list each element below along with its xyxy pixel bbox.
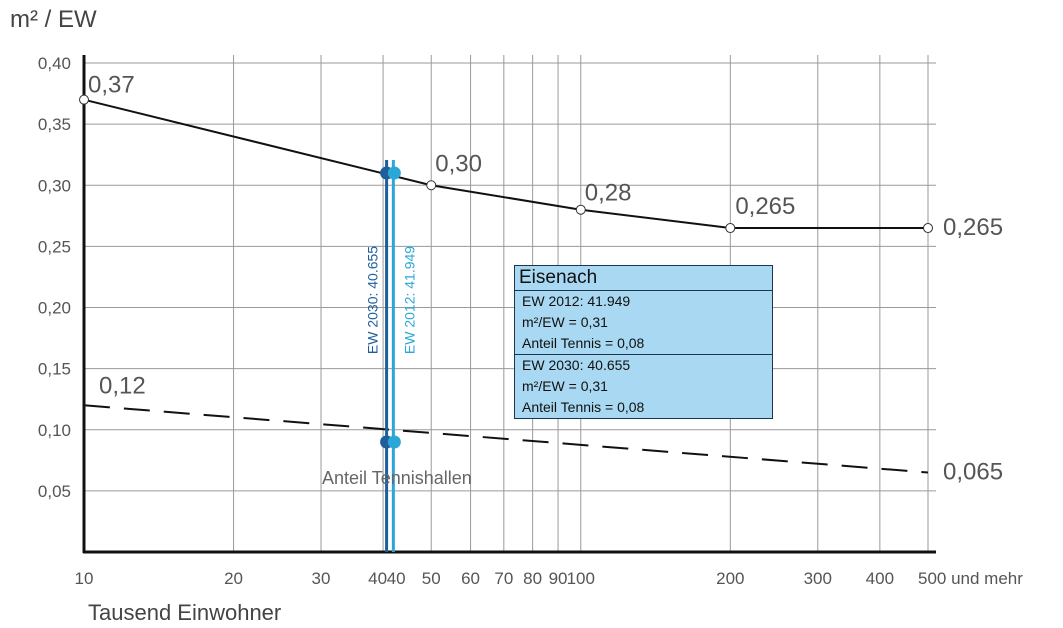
point-value-label: 0,37 — [88, 72, 135, 99]
info-box-title: Eisenach — [515, 266, 772, 291]
y-tick-label: 0,35 — [38, 115, 71, 134]
x-tick-label: 300 — [804, 569, 832, 588]
point-value-label: 0,065 — [943, 459, 1003, 486]
x-tick-label: 40 — [368, 569, 387, 588]
series-label: Anteil Tennishallen — [322, 468, 472, 488]
point-value-label: 0,265 — [735, 193, 795, 220]
info-box: Eisenach EW 2012: 41.949 m²/EW = 0,31 An… — [514, 265, 773, 419]
info-row: m²/EW = 0,31 — [522, 314, 608, 330]
x-tick-label: 80 — [523, 569, 542, 588]
y-axis-title: m² / EW — [10, 6, 97, 33]
point-value-label: 0,265 — [943, 214, 1003, 241]
x-tick-label: 200 — [716, 569, 744, 588]
x-tick-label: 40 — [387, 569, 406, 588]
data-point — [923, 223, 933, 234]
x-tick-label: 100 — [567, 569, 595, 588]
data-point — [725, 223, 736, 234]
data-point — [79, 94, 89, 105]
y-tick-label: 0,05 — [38, 482, 71, 501]
y-tick-label: 0,25 — [38, 237, 71, 256]
x-tick-label: 400 — [866, 569, 894, 588]
tennis-share-line — [83, 404, 929, 474]
marker-label: EW 2012: 41.949 — [401, 246, 417, 354]
data-point — [426, 180, 437, 191]
y-tick-label: 0,20 — [38, 299, 71, 318]
x-tick-label: 30 — [312, 569, 331, 588]
info-row: EW 2030: 40.655 — [522, 357, 631, 373]
marker-point — [387, 166, 401, 180]
point-value-label: 0,28 — [585, 180, 632, 207]
x-tick-label: 10 — [75, 569, 94, 588]
info-row: Anteil Tennis = 0,08 — [522, 335, 645, 351]
point-value-label: 0,30 — [435, 150, 482, 177]
x-tick-label: 70 — [494, 569, 513, 588]
x-tick-label: 500 und mehr — [918, 569, 1023, 588]
y-tick-label: 0,10 — [38, 421, 71, 440]
info-section-2030: EW 2030: 40.655 m²/EW = 0,31 Anteil Tenn… — [515, 355, 772, 418]
x-tick-label: 20 — [224, 569, 243, 588]
y-tick-label: 0,15 — [38, 360, 71, 379]
marker-label: EW 2030: 40.655 — [365, 246, 381, 354]
info-row: Anteil Tennis = 0,08 — [522, 399, 645, 415]
point-value-label: 0,12 — [99, 372, 146, 399]
info-row: m²/EW = 0,31 — [522, 378, 608, 394]
y-tick-label: 0,40 — [38, 54, 71, 73]
area-per-resident-line — [83, 98, 928, 230]
info-section-2012: EW 2012: 41.949 m²/EW = 0,31 Anteil Tenn… — [515, 291, 772, 355]
x-tick-label: 60 — [461, 569, 480, 588]
data-point — [575, 204, 586, 215]
info-row: EW 2012: 41.949 — [522, 293, 631, 309]
x-tick-label: 90 — [549, 569, 568, 588]
x-tick-label: 50 — [422, 569, 441, 588]
x-axis-title: Tausend Einwohner — [88, 600, 282, 625]
y-tick-label: 0,30 — [38, 176, 71, 195]
marker-point — [387, 435, 401, 449]
